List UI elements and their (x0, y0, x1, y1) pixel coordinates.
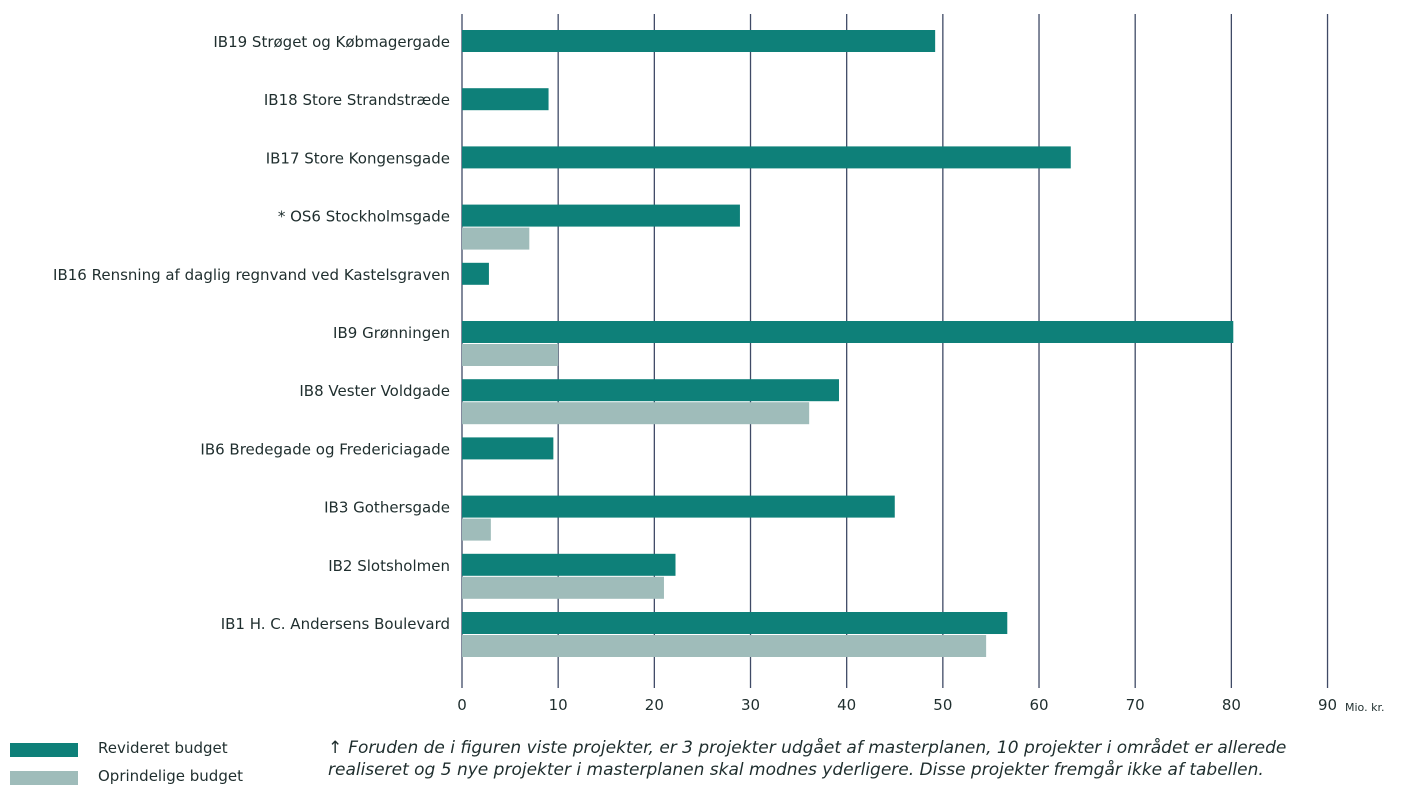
bar-original (462, 518, 491, 541)
bar-revised (462, 379, 839, 402)
bar-revised (462, 321, 1234, 343)
category-label: IB18 Store Strandstræde (264, 91, 450, 109)
bar-revised (462, 553, 676, 576)
category-label: * OS6 Stockholmsgade (278, 208, 450, 226)
x-axis-label: Mio. kr. (1345, 701, 1384, 714)
bar-original (462, 227, 530, 250)
bar-revised (462, 612, 1008, 634)
footnote-text: Foruden de i figuren viste projekter, er… (328, 738, 1287, 780)
x-tick-label: 50 (933, 696, 952, 714)
legend: Revideret budget Oprindelige budget (10, 738, 270, 794)
category-label: IB17 Store Kongensgade (266, 149, 450, 167)
legend-label-revised: Revideret budget (98, 739, 228, 757)
x-tick-label: 90 (1318, 696, 1337, 714)
bar-revised (462, 495, 895, 518)
x-tick-label: 30 (741, 696, 760, 714)
category-label: IB16 Rensning af daglig regnvand ved Kas… (53, 266, 450, 284)
bar-revised (462, 204, 740, 227)
category-label: IB9 Grønningen (333, 324, 450, 342)
bar-original (462, 402, 810, 425)
bar-original (462, 635, 987, 657)
category-label: IB2 Slotsholmen (328, 557, 450, 575)
legend-label-original: Oprindelige budget (98, 767, 243, 785)
bar-chart: 0 10 20 30 40 50 60 70 80 90 Mio. kr. IB19 Strøget … (53, 14, 1384, 714)
x-tick-label: 10 (549, 696, 568, 714)
x-tick-label: 0 (457, 696, 467, 714)
category-label: IB1 H. C. Andersens Boulevard (221, 615, 450, 633)
footnote: ↑ Foruden de i figuren viste projekter, e… (328, 737, 1328, 803)
x-tick-label: 40 (837, 696, 856, 714)
legend-swatch-original (10, 771, 78, 785)
x-tick-label: 80 (1222, 696, 1241, 714)
legend-swatch-revised (10, 743, 78, 757)
category-label: IB6 Bredegade og Fredericiagade (200, 440, 450, 458)
bar-revised (462, 146, 1071, 169)
category-label: IB19 Strøget og Købmagergade (213, 33, 450, 51)
legend-item-revised: Revideret budget (10, 738, 270, 766)
category-label: IB3 Gothersgade (324, 499, 450, 517)
bar-revised (462, 262, 489, 285)
bar-revised (462, 437, 554, 460)
bar-revised (462, 88, 549, 111)
bar-original (462, 576, 664, 599)
category-label: IB8 Vester Voldgade (299, 382, 450, 400)
x-tick-label: 70 (1126, 696, 1145, 714)
bar-original (462, 344, 559, 366)
up-arrow-icon: ↑ (328, 738, 343, 758)
bar-revised (462, 30, 936, 52)
x-tick-label: 60 (1029, 696, 1048, 714)
legend-item-original: Oprindelige budget (10, 766, 270, 794)
x-tick-label: 20 (645, 696, 664, 714)
